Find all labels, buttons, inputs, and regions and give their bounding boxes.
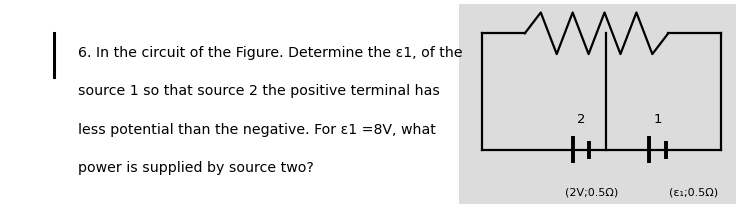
Text: power is supplied by source two?: power is supplied by source two? [78, 161, 314, 175]
Text: less potential than the negative. For ε1 =8V, what: less potential than the negative. For ε1… [78, 123, 436, 137]
Text: (2V;0.5Ω): (2V;0.5Ω) [565, 188, 619, 198]
Text: 1: 1 [653, 113, 662, 126]
Text: 6. In the circuit of the Figure. Determine the ε1, of the: 6. In the circuit of the Figure. Determi… [78, 46, 463, 60]
Bar [459, 4, 736, 204]
Text: source 1 so that source 2 the positive terminal has: source 1 so that source 2 the positive t… [78, 84, 440, 98]
Text: 2: 2 [577, 113, 585, 126]
Text: (ε₁;0.5Ω): (ε₁;0.5Ω) [669, 188, 719, 198]
